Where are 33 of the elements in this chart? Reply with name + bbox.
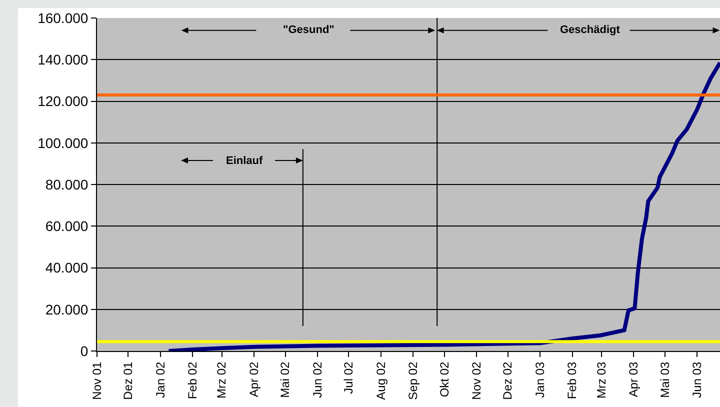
y-tick-label: 20.000 [45, 301, 88, 318]
x-tick-label: Nov 02 [470, 361, 484, 400]
x-tick-label: Nov 01 [90, 361, 104, 400]
x-tick-label: Jul 02 [342, 361, 356, 394]
annotation: Geschädigt [560, 24, 620, 36]
x-tick-label: Apr 03 [626, 361, 641, 398]
y-tick-label: 140.000 [38, 52, 88, 68]
x-tick-label: Mai 02 [278, 361, 292, 398]
x-tick-label: Jun 03 [690, 361, 704, 398]
annotation: Einlauf [226, 155, 264, 167]
x-tick-label: Jun 02 [310, 361, 324, 398]
x-tick-label: Apr 02 [246, 361, 261, 398]
x-tick-label: Aug 02 [374, 361, 388, 400]
y-tick-label: 120.000 [38, 93, 88, 110]
x-tick-label: Feb 03 [565, 361, 580, 400]
line-series [166, 60, 720, 351]
y-tick-label: 100.000 [38, 134, 88, 151]
annotation: "Gesund" [283, 24, 334, 36]
x-tick-label: Mai 03 [658, 361, 672, 398]
y-tick-label: 160.000 [38, 10, 88, 26]
y-tick-label: 60.000 [45, 218, 88, 234]
x-tick-label: Jan 03 [532, 361, 547, 398]
x-tick-label: Dez 02 [500, 361, 515, 400]
x-tick-label: Okt 02 [437, 361, 452, 398]
x-tick-label: Jan 02 [153, 361, 168, 398]
x-tick-label: Mrz 02 [214, 361, 229, 398]
x-tick-label: Feb 02 [186, 361, 200, 400]
x-tick-label: Mrz 03 [594, 361, 608, 398]
y-tick-label: 40.000 [45, 260, 88, 276]
y-tick-label: 0 [80, 342, 88, 359]
x-tick-label: Sep 02 [406, 361, 420, 400]
y-tick-label: 80.000 [45, 176, 88, 192]
x-tick-label: Dez 01 [121, 361, 136, 400]
